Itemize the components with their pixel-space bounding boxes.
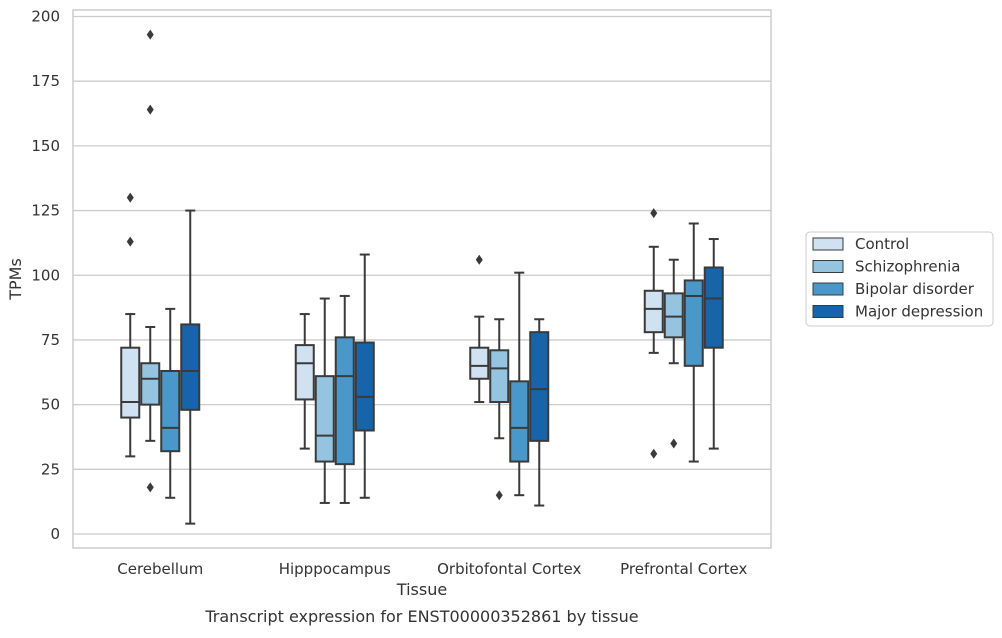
box-group: [180, 209, 201, 525]
box-iqr: [140, 362, 161, 406]
box-iqr: [294, 344, 315, 401]
x-tick-label: Hipppocampus: [279, 560, 391, 578]
box-group: [354, 253, 375, 499]
legend-swatch: [812, 237, 844, 251]
box-iqr: [334, 336, 355, 466]
box-group: [334, 294, 355, 504]
outlier-point: [146, 29, 154, 40]
box-group: [160, 307, 181, 499]
box-group: [294, 313, 315, 450]
legend-swatch: [812, 260, 844, 273]
y-tick-label: 175: [31, 72, 60, 90]
outlier-point: [650, 208, 658, 219]
box-iqr: [529, 331, 550, 442]
y-tick-label: 50: [41, 396, 60, 414]
outlier-point: [475, 254, 483, 265]
box-group: [314, 297, 335, 504]
box-series-layer: [120, 29, 724, 525]
outlier-point: [126, 236, 134, 247]
x-axis-ticks: Cerebellum Hipppocampus Orbitofontal Corte…: [117, 560, 747, 578]
box-iqr: [703, 266, 724, 349]
outlier-point: [126, 192, 134, 203]
x-axis-title: Tissue: [396, 580, 447, 599]
box-group: [643, 208, 664, 459]
outlier-point: [146, 104, 154, 115]
box-group: [509, 271, 530, 497]
box-iqr: [489, 349, 510, 404]
y-tick-label: 25: [41, 460, 60, 478]
box-iqr: [469, 346, 490, 380]
outlier-point: [495, 490, 503, 501]
grid-lines: [73, 15, 771, 535]
box-iqr: [683, 279, 704, 367]
x-tick-label: Prefrontal Cortex: [620, 560, 747, 578]
box-group: [469, 254, 490, 404]
box-group: [120, 192, 141, 458]
box-iqr: [663, 292, 684, 339]
y-axis-ticks: 0 25 50 75 100 125 150 175 200: [31, 8, 60, 544]
box-group: [140, 29, 161, 493]
box-iqr: [160, 369, 181, 453]
box-group: [529, 318, 550, 507]
outlier-point: [650, 448, 658, 459]
legend-label: Control: [855, 235, 909, 253]
x-tick-label: Orbitofontal Cortex: [437, 560, 581, 578]
box-iqr: [120, 346, 141, 419]
legend: Control Schizophrenia Bipolar disorder Majo…: [805, 231, 994, 327]
y-tick-label: 75: [41, 331, 60, 349]
box-iqr: [180, 323, 201, 411]
box-iqr: [354, 341, 375, 432]
box-group: [683, 222, 704, 463]
y-tick-label: 100: [31, 266, 60, 284]
legend-label: Schizophrenia: [855, 258, 960, 276]
y-axis-title: TPMs: [6, 258, 25, 301]
box-iqr: [509, 380, 530, 463]
box-iqr: [314, 375, 335, 463]
box-group: [489, 318, 510, 501]
y-tick-label: 150: [31, 137, 60, 155]
outlier-point: [670, 438, 678, 449]
y-tick-label: 125: [31, 202, 60, 220]
outlier-point: [146, 482, 154, 493]
box-group: [703, 238, 724, 450]
legend-swatch: [812, 282, 844, 296]
x-tick-label: Cerebellum: [117, 560, 203, 578]
legend-swatch: [812, 305, 844, 318]
plot-frame: [72, 9, 772, 549]
legend-label: Bipolar disorder: [855, 280, 975, 298]
legend-frame: [805, 231, 994, 327]
y-tick-label: 0: [50, 525, 60, 543]
box-iqr: [643, 289, 664, 334]
box-group: [663, 258, 684, 449]
chart-caption: Transcript expression for ENST0000035286…: [204, 607, 638, 626]
legend-label: Major depression: [855, 303, 983, 321]
y-tick-label: 200: [31, 8, 60, 26]
